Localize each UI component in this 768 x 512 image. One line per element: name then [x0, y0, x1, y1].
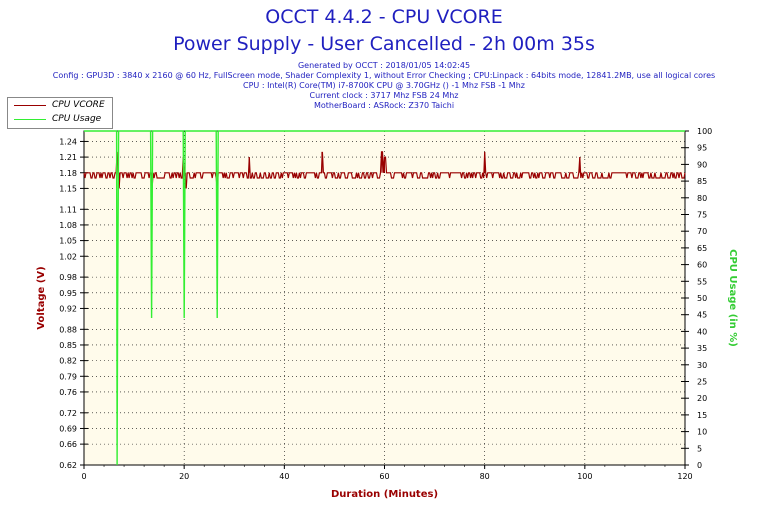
y-right-tick-label: 55 [697, 277, 707, 286]
y-left-tick-label: 0.79 [59, 372, 77, 381]
y-left-tick-label: 0.92 [59, 304, 77, 313]
info-motherboard: MotherBoard : ASRock: Z370 Taichi [313, 101, 455, 110]
y-right-tick-label: 5 [697, 444, 702, 453]
x-tick-label: 60 [379, 472, 389, 481]
legend-label-vcore: CPU VCORE [52, 100, 105, 110]
y-left-tick-label: 1.11 [59, 205, 77, 214]
y-left-tick-label: 0.62 [59, 461, 77, 470]
y-right-tick-label: 80 [697, 194, 707, 203]
y-right-tick-label: 35 [697, 344, 707, 353]
y-left-tick-label: 1.18 [59, 169, 77, 178]
x-tick-label: 0 [81, 472, 86, 481]
legend-item-vcore: CPU VCORE [8, 98, 112, 112]
y-left-tick-label: 0.82 [59, 357, 77, 366]
y-right-tick-label: 75 [697, 211, 707, 220]
y-left-tick-label: 0.85 [59, 341, 77, 350]
y-right-tick-label: 50 [697, 294, 707, 303]
y-right-tick-label: 15 [697, 411, 707, 420]
y-left-tick-label: 0.98 [59, 273, 77, 282]
plot-area [83, 130, 686, 466]
y-left-tick-label: 0.69 [59, 424, 77, 433]
y-left-tick-label: 1.15 [59, 184, 77, 193]
y-right-tick-label: 45 [697, 311, 707, 320]
y-left-tick-label: 0.72 [59, 409, 77, 418]
series-usage-line [84, 130, 685, 466]
legend-swatch-usage [14, 119, 46, 120]
chart-title: OCCT 4.4.2 - CPU VCORE [265, 6, 503, 28]
x-tick-label: 120 [677, 472, 692, 481]
y-right-tick-label: 40 [697, 327, 707, 336]
y-left-tick-label: 1.08 [59, 221, 77, 230]
chart-legend: CPU VCORE CPU Usage [7, 97, 113, 129]
y-left-tick-label: 0.76 [59, 388, 77, 397]
y-left-tick-label: 1.05 [59, 237, 77, 246]
legend-swatch-vcore [14, 105, 46, 106]
y-right-tick-label: 30 [697, 361, 707, 370]
x-axis-title: Duration (Minutes) [331, 489, 438, 500]
info-generated: Generated by OCCT : 2018/01/05 14:02:45 [297, 61, 471, 70]
y-right-tick-label: 0 [697, 461, 702, 470]
y-right-tick-label: 60 [697, 261, 707, 270]
y-left-tick-label: 1.21 [59, 153, 77, 162]
chart-subtitle: Power Supply - User Cancelled - 2h 00m 3… [173, 33, 595, 55]
y-right-tick-label: 70 [697, 227, 707, 236]
x-tick-label: 40 [279, 472, 289, 481]
legend-item-usage: CPU Usage [8, 112, 112, 126]
info-cpu: CPU : Intel(R) Core(TM) i7-8700K CPU @ 3… [243, 81, 525, 90]
y-right-tick-label: 20 [697, 394, 707, 403]
y-right-tick-label: 90 [697, 160, 707, 169]
y-left-tick-label: 0.95 [59, 289, 77, 298]
y-left-tick-label: 0.88 [59, 325, 77, 334]
y-right-tick-label: 100 [697, 127, 712, 136]
info-clock: Current clock : 3717 Mhz FSB 24 Mhz [309, 91, 459, 100]
x-tick-label: 20 [179, 472, 189, 481]
y-right-tick-label: 95 [697, 144, 707, 153]
legend-label-usage: CPU Usage [52, 114, 102, 124]
x-tick-label: 80 [480, 472, 490, 481]
y-right-axis-title: CPU Usage (in %) [727, 249, 738, 347]
y-left-tick-label: 1.24 [59, 137, 77, 146]
y-right-tick-label: 25 [697, 378, 707, 387]
y-right-tick-label: 10 [697, 428, 707, 437]
y-right-tick-label: 85 [697, 177, 707, 186]
y-left-tick-label: 0.66 [59, 440, 77, 449]
info-config: Config : GPU3D : 3840 x 2160 @ 60 Hz, Fu… [52, 71, 716, 80]
y-left-axis-title: Voltage (V) [36, 266, 47, 329]
y-right-tick-label: 65 [697, 244, 707, 253]
y-left-tick-label: 1.02 [59, 252, 77, 261]
x-tick-label: 100 [577, 472, 592, 481]
